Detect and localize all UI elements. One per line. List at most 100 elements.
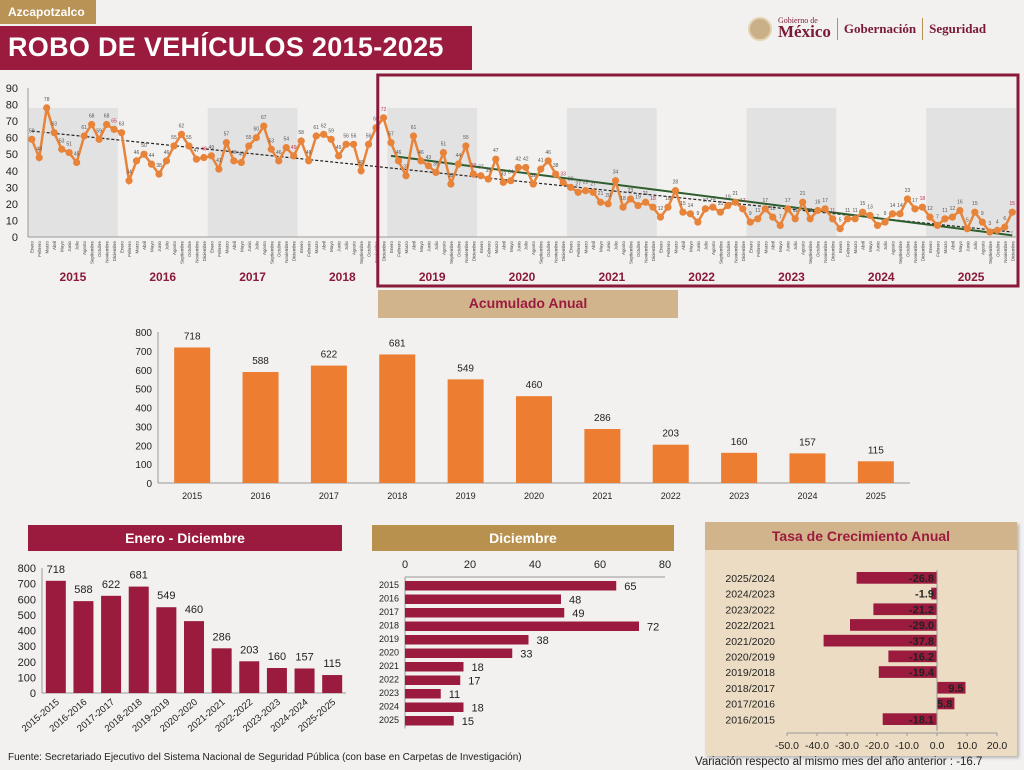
data-point	[297, 137, 305, 145]
data-label: 15	[972, 201, 978, 207]
data-label: 41	[216, 158, 222, 164]
bar	[405, 716, 454, 726]
diciembre-bar-chart: 0 20 40 60 80 2015 65 2016 48 2017 49 2018 72 2019 38 2…	[379, 559, 671, 729]
bar	[174, 347, 211, 483]
bar-value-label: 38	[537, 635, 549, 647]
mexico-seal-icon	[748, 17, 772, 41]
month-tick-label: Julio	[524, 241, 529, 251]
bar	[878, 666, 937, 678]
month-tick-label: Enero	[748, 241, 753, 254]
y-tick-label: 2025	[379, 715, 399, 725]
bar-value-label: 549	[457, 363, 474, 374]
data-point	[110, 125, 118, 133]
month-tick-label: Junio	[696, 241, 701, 252]
data-label: 27	[575, 181, 581, 187]
data-point	[851, 215, 859, 223]
data-point	[424, 162, 433, 170]
data-label: 11	[808, 208, 813, 214]
y-tick-label: 2021/2020	[725, 636, 775, 648]
month-tick-label: Octubre	[97, 241, 102, 258]
data-point	[80, 132, 88, 140]
month-tick-label: Marzo	[853, 241, 858, 254]
data-label: 57	[388, 132, 394, 138]
data-label: 42	[523, 156, 529, 162]
year-label: 2025	[958, 270, 985, 284]
bar	[873, 603, 937, 616]
data-label: 68	[104, 113, 110, 119]
month-tick-label: Septiembre	[269, 241, 274, 265]
month-tick-label: Julio	[164, 241, 169, 251]
data-point	[335, 152, 343, 160]
month-tick-label: Marzo	[494, 241, 499, 254]
month-tick-label: Septiembre	[808, 241, 813, 265]
bar	[405, 662, 464, 672]
x-tick-label: 2025	[866, 491, 886, 501]
x-tick-label: 60	[594, 559, 606, 571]
year-shade	[926, 107, 1016, 237]
bar	[931, 587, 937, 600]
data-label: 33	[560, 171, 566, 177]
data-label: 67	[261, 115, 267, 121]
data-label: 51	[66, 142, 72, 148]
month-tick-label: Enero	[120, 241, 125, 254]
data-point	[215, 165, 223, 173]
data-label: 42	[515, 156, 521, 162]
bar	[857, 461, 894, 483]
y-tick-label: 2019/2018	[725, 667, 775, 679]
data-label: 59	[96, 128, 102, 134]
y-tick-label: 80	[6, 100, 18, 112]
data-point	[454, 160, 462, 168]
y-tick-label: 500	[135, 385, 152, 396]
data-label: 9	[697, 211, 700, 217]
month-tick-label: Febrero	[756, 241, 761, 257]
bar	[789, 453, 826, 483]
month-tick-label: Agosto	[980, 241, 985, 256]
month-tick-label: Diciembre	[471, 241, 476, 262]
data-label: 5	[966, 218, 969, 224]
bar-value-label: 203	[662, 429, 679, 440]
data-label: 9	[884, 211, 887, 217]
data-point	[469, 170, 477, 178]
data-label: 40	[358, 160, 364, 166]
month-tick-label: Mayo	[419, 241, 424, 253]
bar	[937, 697, 955, 710]
data-label: 3	[988, 221, 991, 227]
y-tick-label: 2017/2016	[725, 699, 775, 711]
data-point	[484, 175, 492, 183]
year-label: 2019	[419, 270, 446, 284]
data-point	[649, 203, 657, 211]
data-label: 49	[209, 145, 215, 151]
data-label: 48	[36, 147, 42, 153]
x-tick-label: 2020	[524, 491, 544, 501]
data-point	[596, 198, 605, 206]
data-label: 47	[194, 148, 200, 154]
data-point	[402, 172, 410, 180]
month-tick-label: Marzo	[584, 241, 589, 254]
month-tick-label: Junio	[876, 241, 881, 252]
y-tick-label: 2016	[379, 594, 399, 604]
data-point	[769, 213, 777, 221]
data-point	[245, 142, 253, 150]
month-tick-label: Abril	[142, 241, 147, 250]
bar-value-label: 460	[185, 604, 203, 616]
y-tick-label: 0	[30, 688, 36, 700]
data-point	[73, 158, 81, 167]
data-point	[911, 205, 919, 213]
data-label: 50	[141, 143, 147, 149]
data-label: 17	[703, 198, 709, 204]
month-tick-label: Marzo	[673, 241, 678, 254]
data-label: 44	[456, 153, 462, 159]
data-label: 55	[463, 135, 469, 141]
bar-value-label: 33	[520, 649, 532, 661]
data-point	[50, 129, 58, 137]
data-label: 39	[433, 161, 439, 167]
bar-value-label: 286	[212, 631, 230, 643]
x-tick-label: 2021	[592, 491, 612, 501]
data-point	[619, 203, 627, 211]
data-point	[514, 163, 522, 172]
month-tick-label: Marzo	[224, 241, 229, 254]
data-point	[1008, 208, 1016, 216]
gobierno-de-mexico-logo: Gobierno de México	[778, 17, 831, 41]
data-label: 46	[418, 150, 424, 156]
data-point	[342, 140, 350, 148]
